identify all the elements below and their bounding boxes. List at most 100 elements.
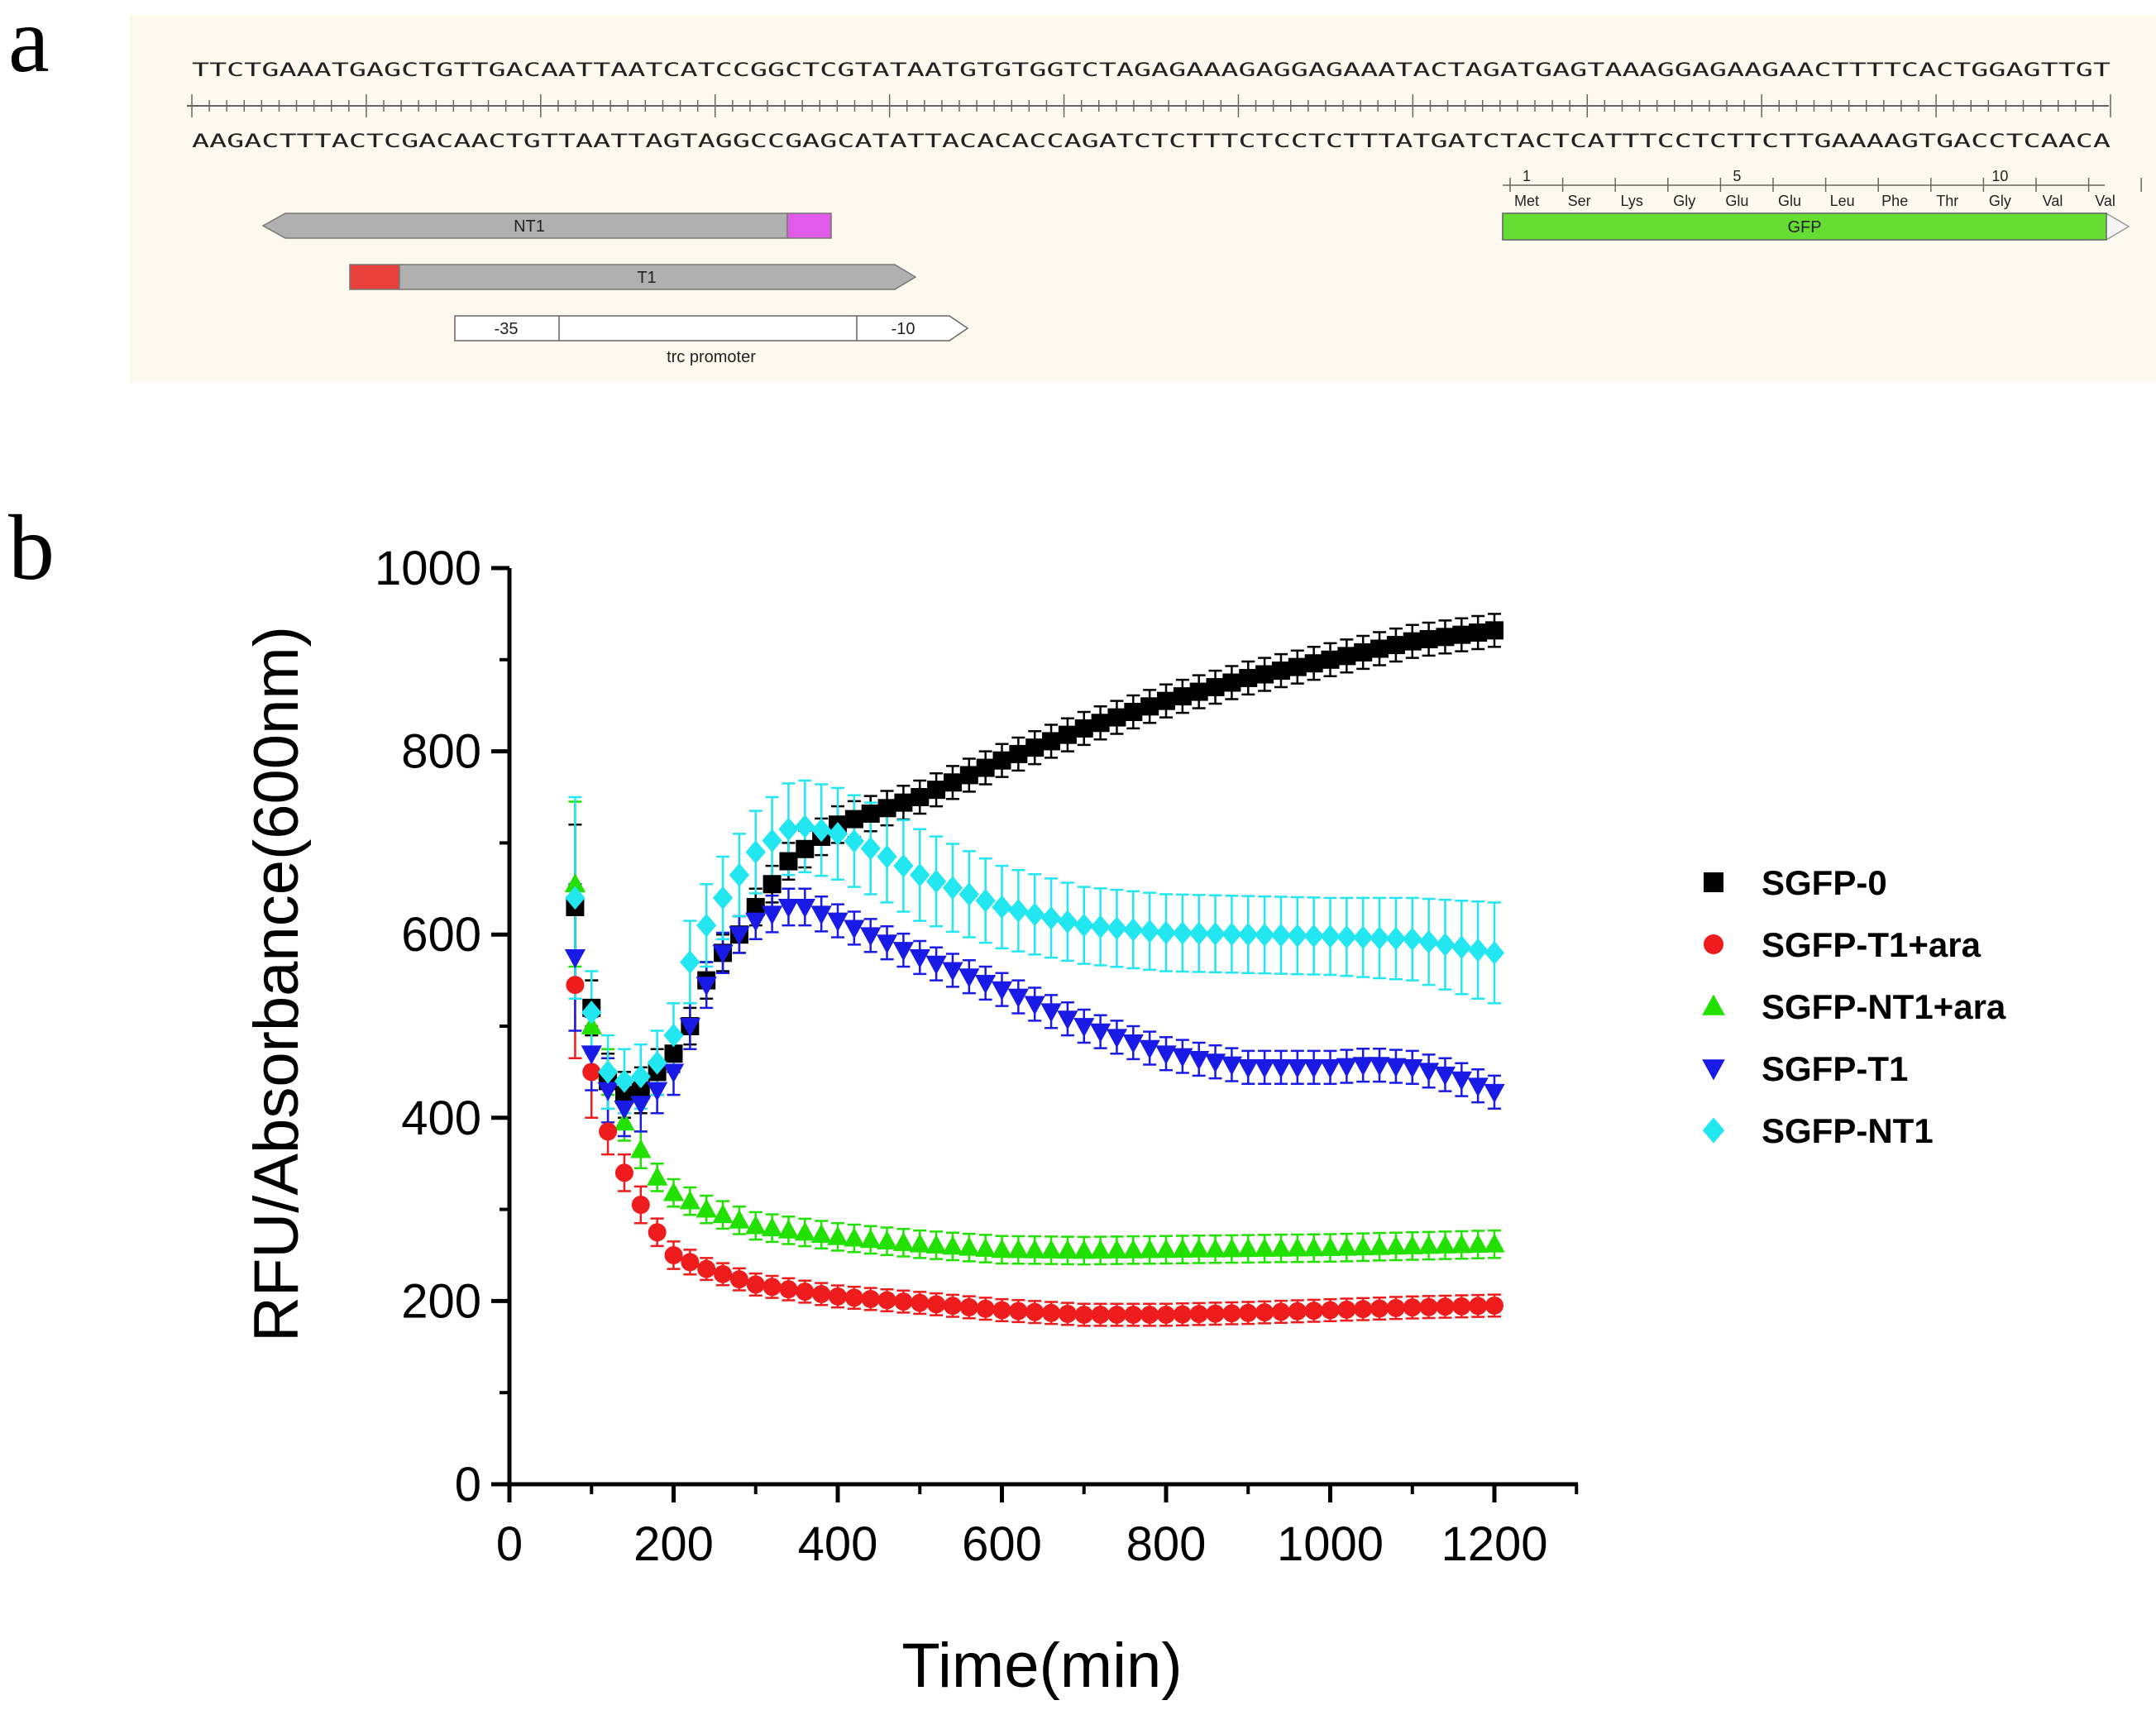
data-point [1189, 1305, 1208, 1324]
data-point [696, 977, 717, 996]
data-point [1107, 1306, 1126, 1325]
gfp-bar [1502, 213, 2107, 241]
x-axis-title: Time(min) [901, 1631, 1182, 1701]
data-point [1469, 623, 1488, 642]
data-point [1057, 910, 1078, 934]
data-point [664, 1246, 683, 1264]
data-point [1370, 639, 1389, 658]
data-point [958, 882, 979, 906]
data-point [796, 839, 815, 858]
data-point [1123, 918, 1144, 942]
x-tick-label: 600 [962, 1517, 1042, 1571]
data-point [745, 840, 766, 864]
data-point [1255, 923, 1275, 947]
data-point [729, 862, 749, 887]
data-point [614, 1086, 633, 1105]
data-point [1157, 1306, 1175, 1325]
legend-label: SGFP-NT1+ara [1762, 987, 2006, 1026]
data-point [1319, 1236, 1341, 1257]
data-point [762, 829, 782, 853]
amino-acid-label: Ser [1568, 193, 1591, 209]
data-point [1319, 1058, 1341, 1079]
data-point [1255, 665, 1274, 684]
data-point [976, 758, 995, 777]
data-point [647, 1051, 667, 1075]
data-point [1417, 1063, 1440, 1082]
amino-acid-label: Glu [1725, 193, 1748, 209]
data-point [812, 1284, 831, 1303]
data-point [564, 873, 586, 893]
data-point [1370, 1299, 1389, 1318]
data-point [1419, 1297, 1438, 1316]
data-point [861, 804, 880, 823]
x-tick-label: 400 [798, 1517, 878, 1571]
axis-ticks: 0 200 400 600 800 1000 1200 0 200 400 600 800 1000 [375, 542, 1579, 1571]
data-point [664, 1044, 683, 1063]
data-point [598, 1060, 619, 1084]
data-point [1336, 924, 1357, 949]
data-point [1140, 697, 1159, 716]
growth-chart: 0 200 400 600 800 1000 1200 0 200 400 600 800 1000 T… [241, 542, 2006, 1701]
minus35-label: -35 [495, 320, 519, 338]
data-point [829, 1287, 847, 1306]
data-point [1467, 1233, 1489, 1254]
data-point [1270, 1237, 1292, 1257]
data-point [630, 1139, 652, 1158]
data-point [1008, 899, 1029, 923]
data-point [1237, 1238, 1259, 1258]
data-point [1385, 1058, 1407, 1077]
data-point [663, 1023, 684, 1048]
markers-series [566, 621, 1503, 1105]
data-point [1058, 725, 1077, 744]
data-point [647, 1166, 668, 1186]
top-strand-sequence: TTCTGAAATGAGCTGTTGACAATTAATCATCCGGCTCGTA… [192, 60, 2111, 81]
data-point [1417, 1235, 1440, 1254]
data-point [1222, 673, 1241, 692]
data-point [648, 1223, 667, 1242]
data-point [1288, 1302, 1307, 1321]
data-point [712, 1204, 734, 1224]
data-point [1074, 1306, 1093, 1325]
amino-acid-label: Met [1514, 193, 1539, 209]
data-point [1255, 1303, 1274, 1322]
data-point [892, 1231, 915, 1251]
data-point [844, 1227, 865, 1247]
data-point [1353, 925, 1374, 950]
data-point [1451, 1234, 1472, 1254]
data-point [1040, 905, 1062, 930]
data-point [810, 1223, 832, 1244]
data-point [1157, 691, 1175, 710]
data-point [1007, 1239, 1029, 1259]
data-point [827, 1225, 849, 1245]
data-point [1271, 662, 1290, 681]
data-point [975, 975, 997, 995]
amino-acid-label: Phe [1881, 193, 1908, 209]
data-point [1173, 687, 1192, 706]
data-point [958, 968, 980, 988]
data-point [1189, 682, 1208, 701]
data-point [795, 814, 815, 838]
data-point [1073, 913, 1094, 938]
data-point [1369, 926, 1390, 950]
data-point [958, 1236, 980, 1256]
data-point [910, 862, 930, 887]
data-point [1140, 919, 1160, 943]
data-point [1058, 1304, 1077, 1323]
promoter-label: trc promoter [667, 348, 756, 366]
data-point [1369, 1235, 1390, 1255]
data-point [1336, 1058, 1357, 1077]
data-point [1369, 1057, 1390, 1077]
data-point [991, 1239, 1013, 1259]
data-point [1303, 924, 1324, 948]
nt1-label: NT1 [514, 217, 545, 236]
data-point [746, 897, 765, 916]
data-point [1172, 1048, 1193, 1068]
data-point [909, 949, 930, 969]
data-point [992, 751, 1011, 770]
amino-acid-label: Glu [1778, 193, 1801, 209]
data-point [893, 853, 914, 878]
data-point [844, 829, 864, 853]
data-point [876, 934, 898, 954]
trc-promoter-feature: -35 -10 trc promoter [454, 315, 969, 366]
legend-label: SGFP-T1 [1762, 1049, 1908, 1088]
